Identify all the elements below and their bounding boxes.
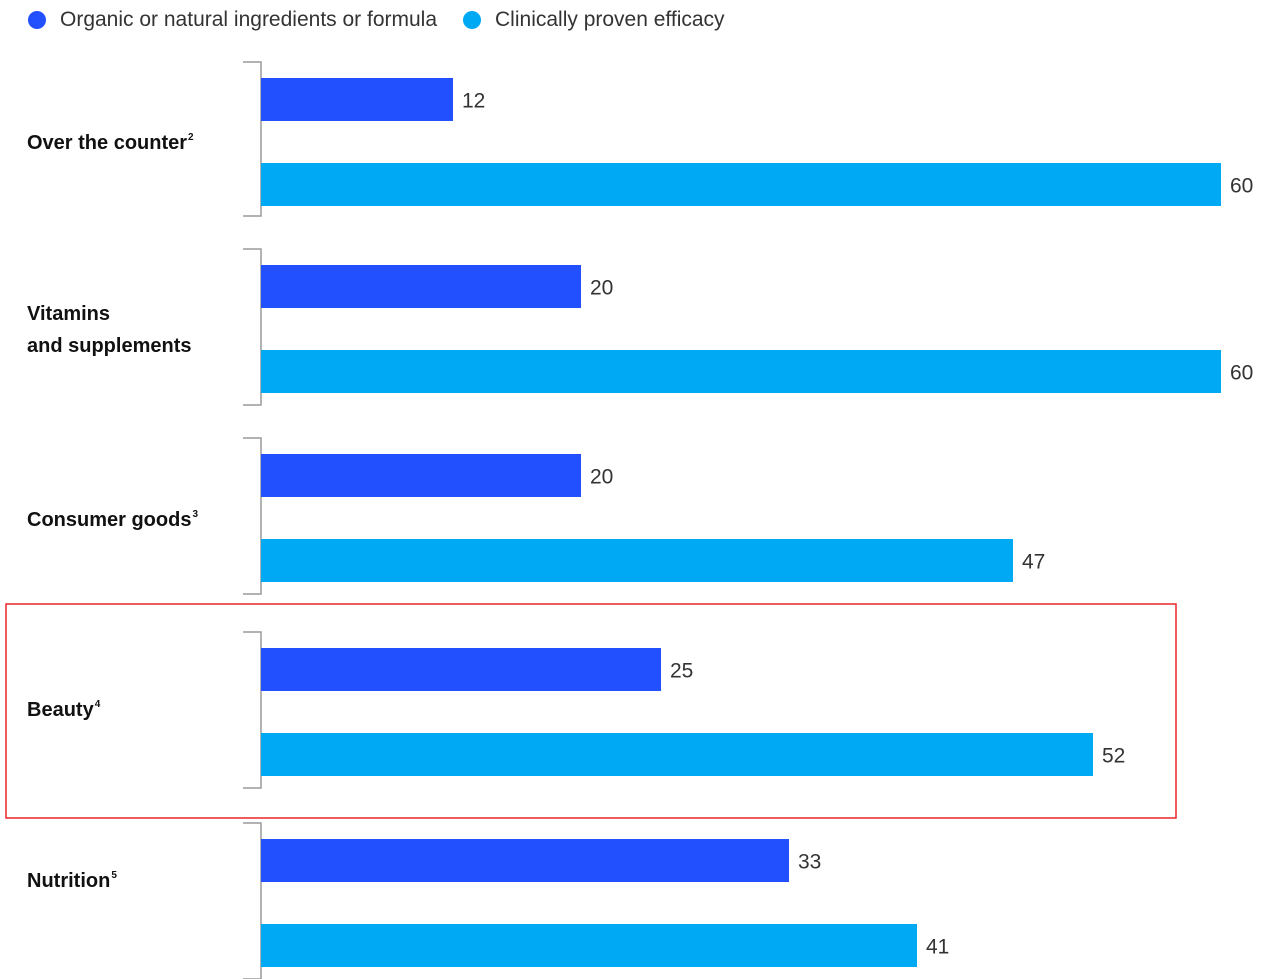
category-label-text: and supplements <box>27 335 192 357</box>
footnote-marker: 4 <box>94 699 101 710</box>
value-label: 20 <box>590 466 613 489</box>
group-bracket <box>243 631 262 789</box>
category-label-text: Beauty <box>27 699 94 721</box>
bar-clinical <box>261 924 917 967</box>
legend-swatch-clinical <box>463 11 482 29</box>
category-label-text: Over the counter <box>27 132 188 154</box>
value-label: 20 <box>590 277 613 300</box>
group-bracket <box>243 437 262 595</box>
value-label: 47 <box>1022 551 1045 574</box>
value-label: 60 <box>1230 362 1253 385</box>
bar-clinical <box>261 733 1093 776</box>
value-label: 12 <box>462 90 485 113</box>
category-label: Vitamins and supplements <box>27 298 242 362</box>
legend-label-clinical: Clinically proven efficacy <box>495 8 725 31</box>
bar-organic <box>261 265 581 308</box>
value-label: 52 <box>1102 745 1125 768</box>
group-bracket <box>243 822 262 979</box>
category-label: Consumer goods3 <box>27 504 242 536</box>
bar-organic <box>261 648 661 691</box>
category-label: Beauty4 <box>27 694 242 726</box>
category-label: Over the counter2 <box>27 127 242 159</box>
legend-item-organic: Organic or natural ingredients or formul… <box>28 8 437 32</box>
bar-clinical <box>261 163 1221 206</box>
bar-organic <box>261 454 581 497</box>
legend-swatch-organic <box>28 11 46 29</box>
value-label: 33 <box>798 851 821 874</box>
legend-label-organic: Organic or natural ingredients or formul… <box>60 8 438 31</box>
highlight-box <box>5 603 1177 819</box>
group-bracket <box>243 248 262 406</box>
category-label-text: Consumer goods <box>27 509 192 531</box>
value-label: 41 <box>926 936 949 959</box>
category-label: Nutrition5 <box>27 865 242 897</box>
bar-clinical <box>261 539 1013 582</box>
footnote-marker: 5 <box>111 870 117 881</box>
bar-clinical <box>261 350 1221 393</box>
group-bracket <box>243 61 262 217</box>
value-label: 60 <box>1230 175 1253 198</box>
category-label-text: Nutrition <box>27 870 111 892</box>
category-label-text: Vitamins <box>27 303 110 325</box>
legend-item-clinical: Clinically proven efficacy <box>463 8 725 32</box>
footnote-marker: 2 <box>188 132 194 143</box>
footnote-marker: 3 <box>192 509 199 520</box>
bar-organic <box>261 78 453 121</box>
bar-organic <box>261 839 789 882</box>
value-label: 25 <box>670 660 693 683</box>
chart-legend: Organic or natural ingredients or formul… <box>28 6 725 34</box>
